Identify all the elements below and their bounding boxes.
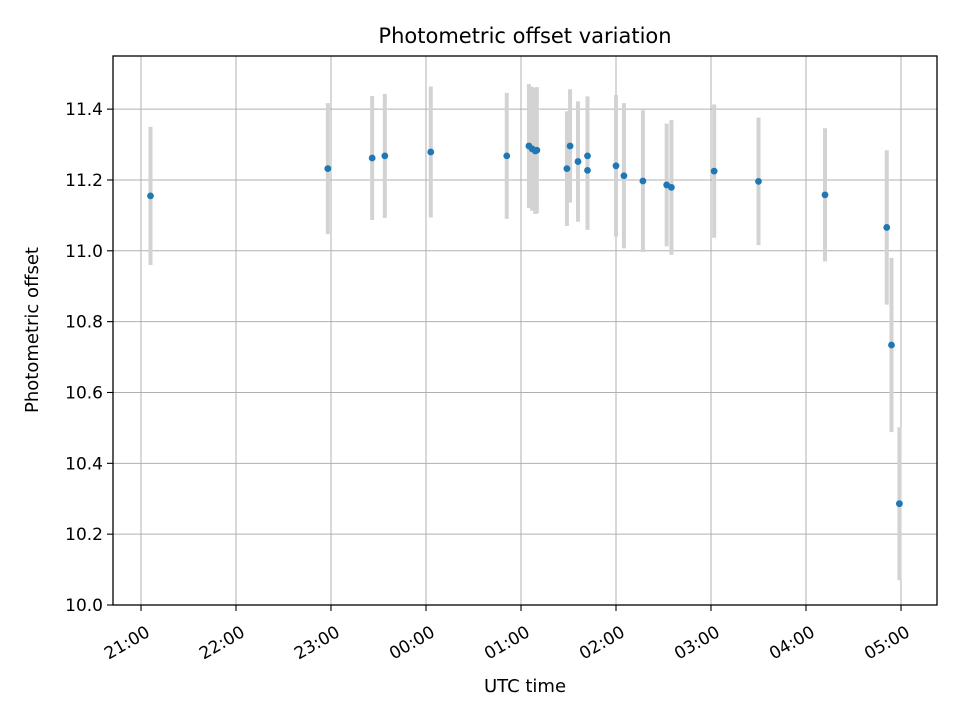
data-point [533, 146, 541, 154]
y-axis-label: Photometric offset [22, 247, 43, 413]
data-point [896, 500, 903, 508]
y-tick-label: 10.6 [65, 383, 103, 403]
y-tick-label: 10.8 [65, 313, 103, 333]
y-tick-label: 10.0 [65, 596, 103, 616]
plot-frame [112, 55, 938, 606]
data-point [427, 148, 435, 156]
data-point [584, 152, 591, 160]
x-axis-label: UTC time [484, 676, 566, 697]
data-point [147, 192, 154, 200]
data-point [668, 184, 675, 191]
data-point [574, 158, 582, 165]
data-point [710, 167, 718, 175]
chart-title: Photometric offset variation [378, 24, 671, 48]
data-point [639, 177, 647, 185]
data-point [821, 191, 829, 199]
data-point [503, 152, 511, 160]
data-point [883, 224, 891, 231]
y-tick-label: 11.4 [65, 100, 103, 120]
data-point [381, 152, 389, 160]
data-point [612, 162, 620, 170]
y-tick-label: 11.2 [65, 171, 103, 191]
data-point [324, 165, 332, 173]
y-tick-label: 10.2 [65, 525, 103, 545]
data-point [888, 341, 895, 349]
data-point [755, 177, 762, 185]
y-tick-label: 11.0 [65, 242, 103, 262]
data-points [147, 142, 903, 508]
data-point [584, 167, 591, 174]
data-point [620, 172, 628, 180]
y-tick-label: 10.4 [65, 454, 103, 474]
data-point [566, 142, 574, 150]
data-point [563, 165, 571, 173]
data-point [368, 154, 376, 162]
